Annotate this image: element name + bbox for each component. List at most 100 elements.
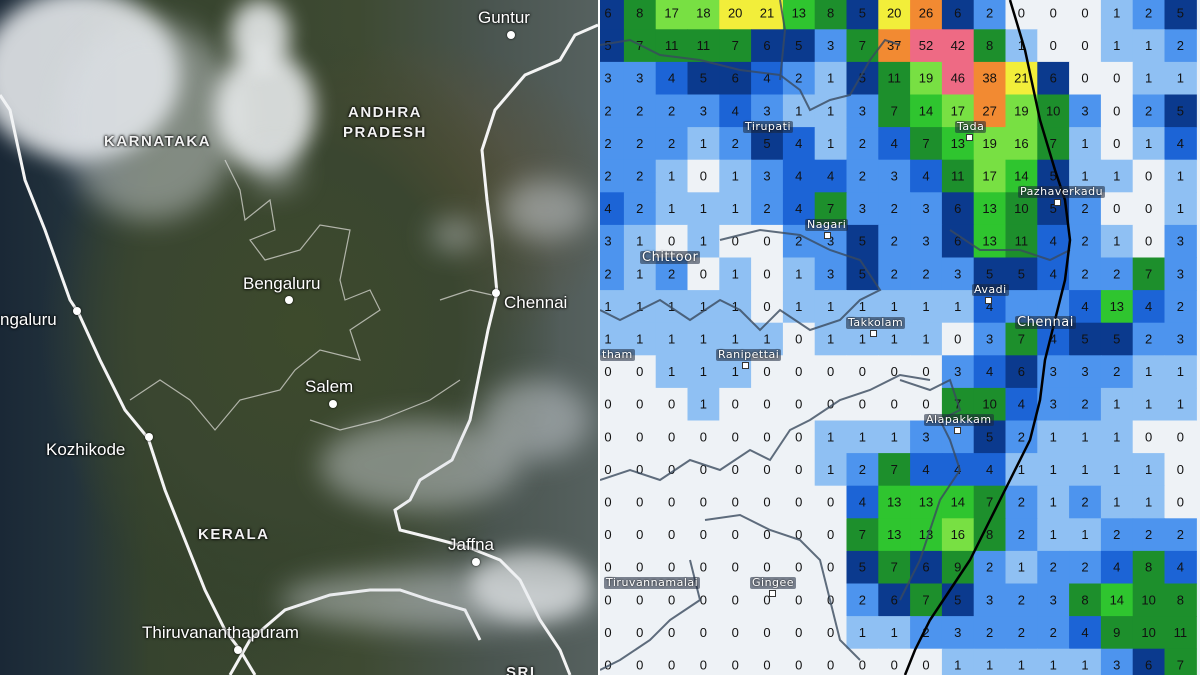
grid-cell-value: 1 — [1018, 38, 1025, 53]
grid-cell — [1132, 61, 1166, 96]
grid-cell-value: 0 — [763, 658, 770, 673]
grid-cell-value: 19 — [1014, 103, 1028, 118]
grid-cell-value: 0 — [636, 625, 643, 640]
grid-cell — [1132, 583, 1166, 617]
grid-cell-value: 0 — [891, 658, 898, 673]
grid-cell-value: 3 — [827, 38, 834, 53]
grid-cell-value: 0 — [700, 462, 707, 477]
grid-cell — [1005, 485, 1038, 519]
grid-cell-value: 1 — [1177, 397, 1184, 412]
panel-divider — [598, 0, 600, 675]
grid-cell-value: 1 — [827, 299, 834, 314]
grid-cell — [878, 224, 911, 259]
grid-cell — [751, 485, 784, 519]
grid-cell — [782, 159, 816, 193]
grid-cell-value: 0 — [700, 592, 707, 607]
grid-cell — [878, 257, 911, 291]
grid-cell-value: 9 — [954, 560, 961, 575]
grid-cell — [687, 453, 720, 487]
grid-cell-value: 2 — [1145, 103, 1152, 118]
grid-cell-value: 1 — [700, 397, 707, 412]
grid-cell-value: 1 — [1145, 136, 1152, 151]
city-marker — [472, 558, 480, 566]
grid-cell-value: 1 — [1081, 462, 1088, 477]
town-marker — [870, 330, 877, 337]
grid-cell-value: 5 — [1177, 6, 1184, 21]
grid-cell-value: 1 — [1145, 364, 1152, 379]
grid-cell-value: 2 — [1018, 495, 1025, 510]
grid-cell — [1069, 127, 1102, 161]
grid-cell-value: 1 — [700, 364, 707, 379]
grid-cell-value: 10 — [1014, 201, 1028, 216]
grid-cell — [1037, 61, 1070, 96]
grid-cell-value: 2 — [1018, 429, 1025, 444]
grid-cell-value: 0 — [732, 658, 739, 673]
grid-cell — [973, 485, 1007, 519]
grid-cell-value: 0 — [763, 592, 770, 607]
grid-cell-value: 5 — [859, 6, 866, 21]
grid-cell — [1069, 387, 1102, 422]
town-marker — [824, 232, 831, 239]
grid-cell-value: 2 — [986, 625, 993, 640]
grid-cell-value: 4 — [891, 136, 898, 151]
grid-cell-value: 1 — [1050, 658, 1057, 673]
grid-cell — [623, 485, 657, 519]
grid-cell — [973, 616, 1007, 650]
grid-cell-value: 1 — [859, 429, 866, 444]
grid-cell-value: 0 — [700, 625, 707, 640]
grid-cell-value: 7 — [922, 136, 929, 151]
grid-cell — [878, 453, 911, 487]
grid-cell-value: 3 — [1113, 658, 1120, 673]
grid-cell-value: 0 — [1113, 201, 1120, 216]
grid-cell — [846, 420, 879, 454]
grid-cell — [941, 518, 975, 552]
grid-cell-value: 1 — [954, 658, 961, 673]
grid-cell-value: 0 — [700, 169, 707, 184]
grid-cell — [878, 0, 911, 30]
grid-cell-value: 8 — [1177, 592, 1184, 607]
grid-cell-value: 0 — [1018, 6, 1025, 21]
grid-cell — [1037, 94, 1070, 128]
grid-cell-value: 8 — [986, 38, 993, 53]
grid-cell-value: 2 — [891, 266, 898, 281]
grid-cell — [1005, 648, 1038, 675]
grid-cell — [1069, 224, 1102, 259]
grid-cell-value: 1 — [1113, 234, 1120, 249]
grid-cell-value: 19 — [982, 136, 996, 151]
grid-cell-value: 4 — [986, 299, 993, 314]
grid-cell — [910, 290, 943, 324]
grid-cell-value: 0 — [700, 266, 707, 281]
grid-cell-value: 3 — [1081, 103, 1088, 118]
grid-cell-value: 3 — [1050, 397, 1057, 412]
grid-cell-value: 0 — [1113, 71, 1120, 86]
grid-cell-value: 21 — [760, 6, 774, 21]
grid-cell-value: 0 — [700, 658, 707, 673]
grid-cell-value: 0 — [732, 527, 739, 542]
grid-cell-value: 6 — [954, 201, 961, 216]
grid-cell-value: 2 — [668, 136, 675, 151]
grid-cell-value: 18 — [696, 6, 710, 21]
grid-cell — [846, 355, 879, 389]
grid-cell — [1100, 387, 1134, 422]
grid-cell-value: 3 — [891, 169, 898, 184]
grid-cell — [814, 453, 848, 487]
grid-cell-value: 1 — [1177, 364, 1184, 379]
grid-cell — [941, 290, 975, 324]
grid-cell — [751, 0, 784, 30]
grid-cell-value: 2 — [604, 266, 611, 281]
grid-cell-value: 10 — [1141, 592, 1155, 607]
grid-cell-value: 26 — [919, 6, 933, 21]
grid-cell-value: 14 — [951, 495, 965, 510]
grid-cell — [814, 485, 848, 519]
grid-cell — [751, 192, 784, 226]
grid-cell-value: 13 — [919, 495, 933, 510]
grid-cell — [1132, 127, 1166, 161]
grid-cell-value: 7 — [891, 462, 898, 477]
grid-cell-value: 2 — [636, 103, 643, 118]
grid-cell — [687, 355, 720, 389]
grid-cell — [655, 61, 689, 96]
grid-cell-value: 3 — [922, 201, 929, 216]
grid-cell — [655, 485, 689, 519]
grid-cell — [973, 159, 1007, 193]
grid-cell-value: 1 — [604, 332, 611, 347]
